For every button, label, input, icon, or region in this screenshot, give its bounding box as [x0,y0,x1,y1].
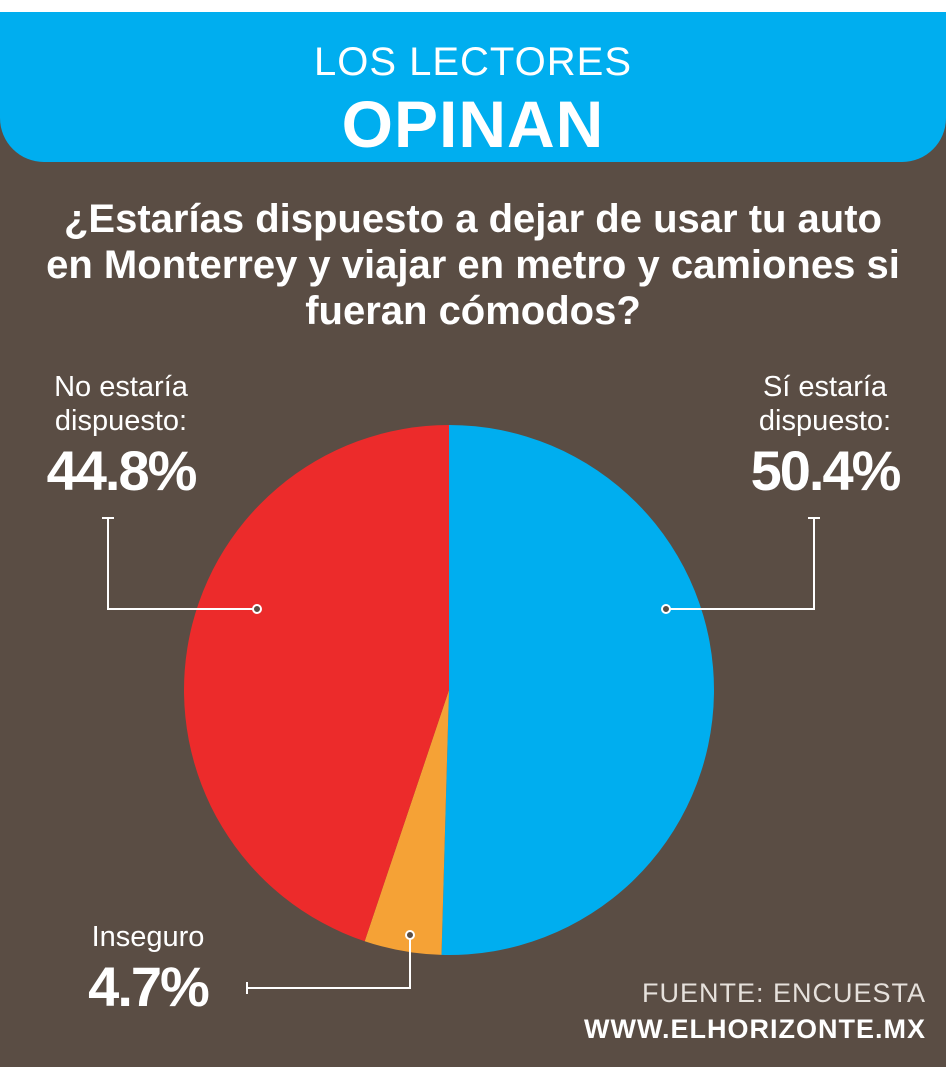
pie-slice-inseguro [364,690,449,955]
source-label: FUENTE: ENCUESTA [641,978,926,1008]
slice-value-no: 44.8% [47,439,197,502]
pie-slices [183,425,714,955]
leader-dot-si [661,604,671,614]
slice-label-si-line1: Sí estaría [763,371,888,403]
top-strip [0,0,946,12]
slice-label-no-line1: No estaría [54,371,189,403]
leader-dot-no [252,604,262,614]
slice-label-inseguro: Inseguro [92,921,205,953]
header-banner: LOS LECTORES OPINAN [0,12,946,162]
question-title: ¿Estarías dispuesto a dejar de usar tu a… [46,197,900,333]
slice-value-inseguro: 4.7% [88,955,209,1018]
leader-line-no [102,517,257,610]
pie-slice-si [441,425,714,955]
slice-label-no-line2: dispuesto: [55,405,187,437]
header-line1: LOS LECTORES [313,40,633,84]
leader-line-inseguro [246,935,411,994]
leader-dot-inseguro [405,930,415,940]
leader-line-si [666,517,820,610]
slice-value-si: 50.4% [751,439,901,502]
pie-slice-no [183,425,449,942]
header-line2: OPINAN [341,87,605,161]
source-website: WWW.ELHORIZONTE.MX [584,1014,926,1044]
slice-label-si-line2: dispuesto: [759,405,891,437]
